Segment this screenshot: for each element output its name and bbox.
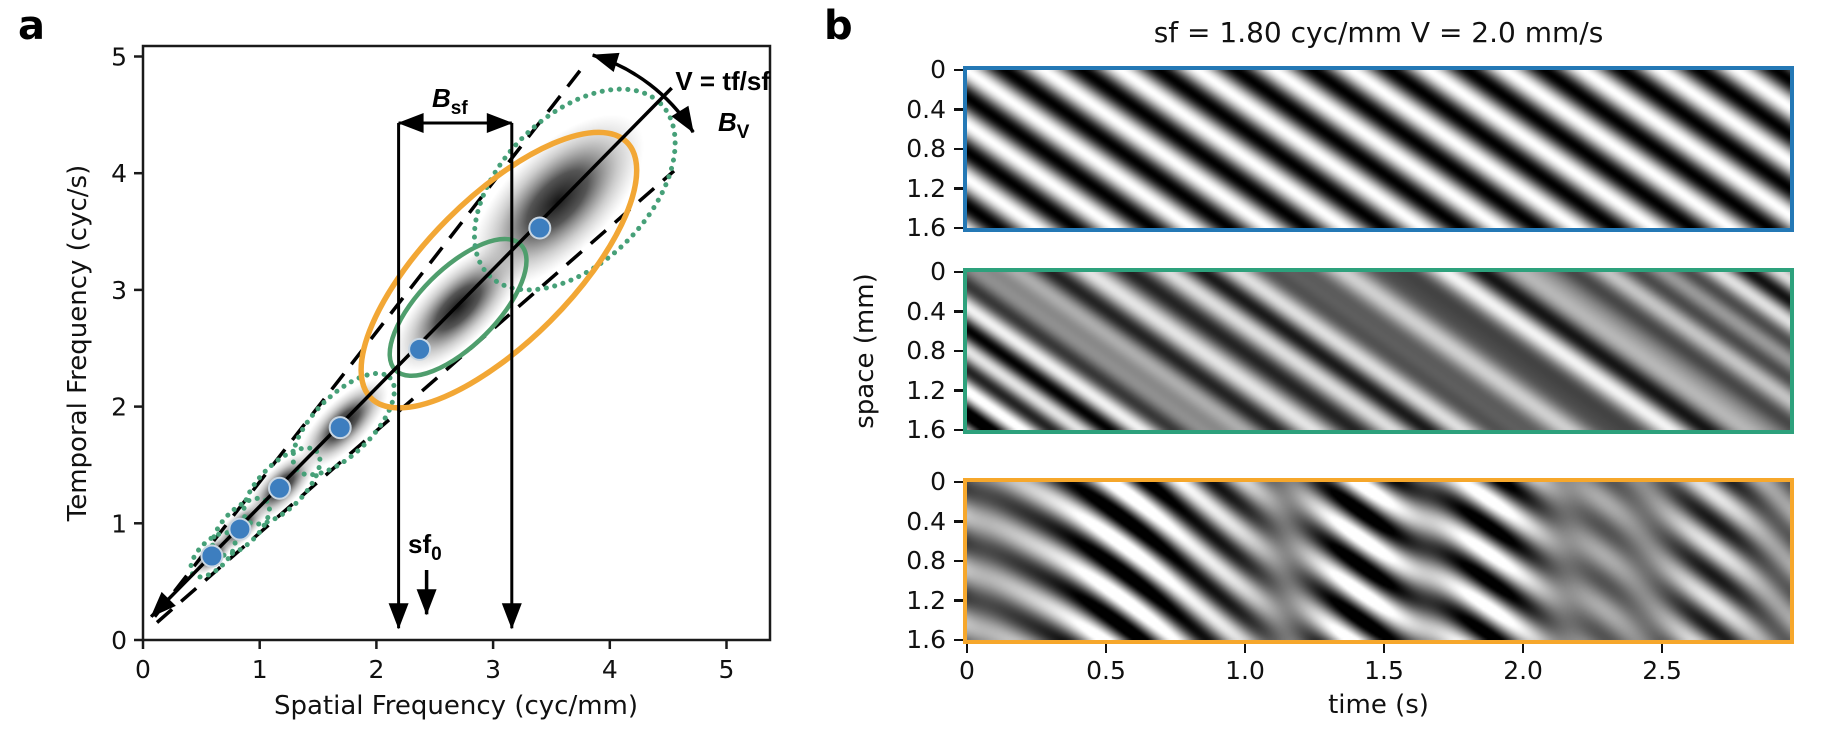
x-tick <box>1660 644 1664 653</box>
x-tick-label: 0.5 <box>1086 656 1126 685</box>
x-tick <box>1382 644 1386 653</box>
panel-b-title: sf = 1.80 cyc/mm V = 2.0 mm/s <box>1153 16 1604 49</box>
y-tick-label: 1.2 <box>906 173 946 203</box>
x-tick-label: 2.0 <box>1503 656 1543 685</box>
data-point <box>268 476 291 500</box>
stimulus-strip-border <box>963 66 1794 232</box>
sf0-label: sf0 <box>408 529 442 565</box>
cone-line <box>155 169 676 624</box>
stimulus-strip-canvas <box>967 272 1790 430</box>
y-tick-label: 0 <box>930 467 946 496</box>
y-tick-label: 1 <box>111 509 127 538</box>
panel-b-label: b <box>824 3 853 49</box>
y-tick-label: 1.6 <box>906 213 946 242</box>
y-tick <box>954 559 963 563</box>
y-tick <box>954 389 963 392</box>
y-tick-label: 0.4 <box>906 506 946 536</box>
x-tick-label: 1.5 <box>1364 656 1404 685</box>
y-tick-label: 0.8 <box>906 336 946 365</box>
bv-arc <box>591 52 695 134</box>
y-tick <box>954 108 963 111</box>
x-tick <box>1243 644 1247 653</box>
tuning-ellipse-orange <box>358 129 640 411</box>
x-axis-label-b: time (s) <box>1328 690 1429 720</box>
y-tick-label: 0.4 <box>906 296 946 326</box>
y-tick <box>954 226 963 230</box>
y-tick-label: 0 <box>930 55 946 84</box>
axis-frame <box>141 44 772 642</box>
y-tick <box>954 147 963 151</box>
bv-label: BV <box>718 107 750 143</box>
y-tick-label: 1.6 <box>906 415 946 444</box>
stimulus-strip-canvas <box>967 70 1790 228</box>
data-point <box>200 544 224 568</box>
x-tick-label: 5 <box>719 655 735 684</box>
y-axis-label-a: Temporal Frequency (cyc/s) <box>63 165 93 522</box>
y-tick <box>954 638 963 642</box>
y-tick <box>954 520 963 523</box>
panel-a-label: a <box>18 3 45 49</box>
y-tick-label: 5 <box>111 43 127 72</box>
data-point <box>528 216 552 240</box>
x-tick <box>1521 644 1525 653</box>
stimulus-strip-canvas <box>967 482 1790 640</box>
velocity-formula-label: V = tf/sf <box>675 66 770 96</box>
y-tick <box>954 599 963 602</box>
x-tick <box>1104 644 1108 653</box>
stimulus-strip-border <box>963 268 1794 434</box>
x-tick-label: 3 <box>485 655 501 684</box>
x-tick-label: 2.5 <box>1642 656 1682 685</box>
y-tick <box>954 187 963 190</box>
cone-line <box>153 61 588 618</box>
y-tick-label: 0.8 <box>906 134 946 163</box>
x-tick-label: 1.0 <box>1225 656 1265 685</box>
y-tick-label: 0 <box>111 626 127 655</box>
x-tick-label: 0 <box>959 656 975 685</box>
y-tick-label: 0 <box>930 257 946 286</box>
x-tick-label: 2 <box>368 655 384 684</box>
y-tick <box>954 68 963 72</box>
data-point <box>408 337 432 361</box>
x-tick-label: 0 <box>135 655 151 684</box>
y-tick-label: 0.8 <box>906 546 946 575</box>
y-tick-label: 2 <box>111 393 127 422</box>
y-tick-label: 1.2 <box>906 585 946 615</box>
y-tick <box>954 310 963 313</box>
data-point <box>328 416 352 440</box>
y-tick-label: 1.6 <box>906 625 946 654</box>
y-tick-label: 0.4 <box>906 94 946 124</box>
data-point <box>228 517 252 541</box>
x-tick-label: 4 <box>602 655 618 684</box>
y-tick <box>954 428 963 432</box>
x-tick-label: 1 <box>252 655 268 684</box>
tuning-ellipse-dotted <box>241 445 323 527</box>
x-axis-label-a: Spatial Frequency (cyc/mm) <box>274 691 638 721</box>
y-tick-label: 4 <box>111 159 127 188</box>
x-tick <box>965 644 969 653</box>
y-tick <box>954 270 963 274</box>
stimulus-strip-border <box>963 478 1794 644</box>
y-tick-label: 1.2 <box>906 375 946 405</box>
y-tick <box>954 349 963 353</box>
y-tick <box>954 480 963 484</box>
y-tick-label: 3 <box>111 276 127 305</box>
bsf-label: Bsf <box>432 83 468 119</box>
